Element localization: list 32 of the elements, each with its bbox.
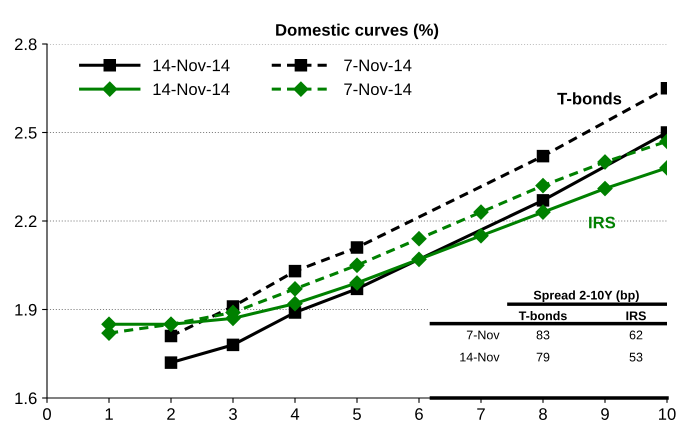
y-tick-label: 2.2 <box>14 215 36 228</box>
x-tick-label: 8 <box>539 408 547 420</box>
annotation: 83 <box>536 330 550 340</box>
y-tick-label: 2.5 <box>14 126 37 139</box>
annotation: T-bonds <box>557 92 622 105</box>
annotation: 14-Nov <box>460 352 500 362</box>
annotation: IRS <box>589 216 616 228</box>
x-tick-label: 1 <box>106 408 113 420</box>
x-tick-label: 4 <box>290 408 300 420</box>
annotation: IRS <box>626 311 646 320</box>
x-tick-label: 7 <box>477 408 485 420</box>
annotation: 7-Nov <box>466 330 500 340</box>
y-tick-label: 1.6 <box>15 392 37 404</box>
x-tick-label: 2 <box>167 408 175 420</box>
annotation: Spread 2-10Y (bp) <box>534 290 639 302</box>
x-tick-label: 6 <box>415 408 423 420</box>
x-tick-label: 5 <box>353 408 361 420</box>
annotation: 62 <box>630 330 642 340</box>
y-tick-label: 1.9 <box>15 304 36 316</box>
x-tick-label: 9 <box>601 408 609 420</box>
annotation: T-bonds <box>518 311 567 320</box>
legend-label: 14-Nov-14 <box>154 60 230 72</box>
legend-label: 7-Nov-14 <box>344 60 412 72</box>
x-tick-label: 10 <box>659 408 676 420</box>
x-tick-label: 3 <box>229 408 237 420</box>
y-tick-label: 2.8 <box>14 38 37 50</box>
annotation: 79 <box>536 352 550 362</box>
x-tick-label: 0 <box>43 408 51 420</box>
chart-title: Domestic curves (%) <box>276 24 438 40</box>
legend-label: 14-Nov-14 <box>154 83 230 96</box>
annotation: 53 <box>630 352 642 362</box>
legend-label: 7-Nov-14 <box>344 83 412 96</box>
